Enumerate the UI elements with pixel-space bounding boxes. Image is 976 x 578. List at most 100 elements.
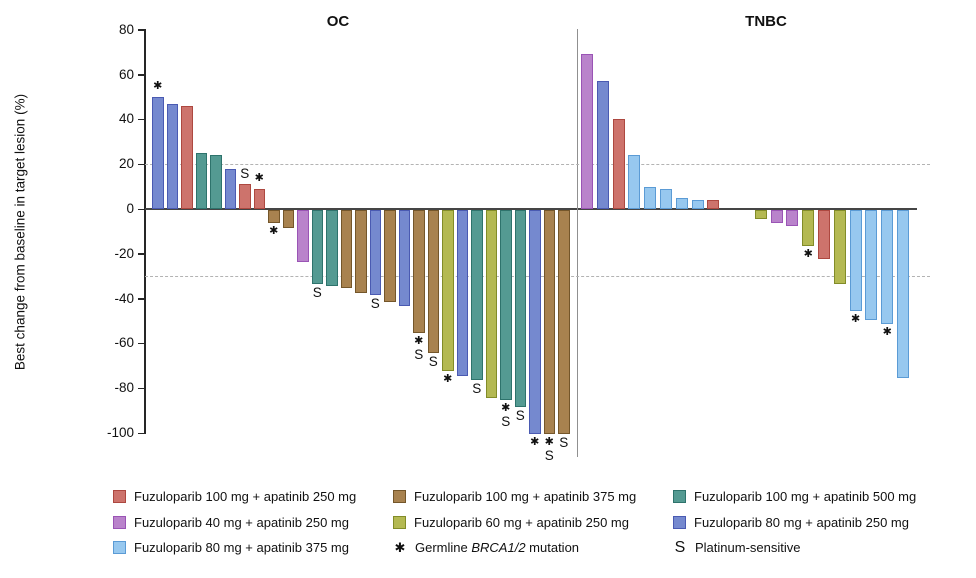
platinum-sensitive-mark: S [312, 284, 322, 300]
brca-mutation-mark: ✱ [544, 436, 554, 448]
bar-marks: ✱ [153, 80, 162, 93]
brca-mutation-mark: ✱ [153, 80, 163, 92]
brca-mutation-mark: ✱ [443, 373, 453, 386]
bar [398, 210, 410, 307]
legend-label: Platinum-sensitive [695, 540, 801, 556]
y-tick-label: -60 [114, 335, 134, 351]
bar-marks: ✱ [443, 373, 452, 386]
platinum-sensitive-mark: S [370, 296, 380, 312]
bar [529, 210, 541, 434]
platinum-sensitive-mark: S [428, 354, 438, 370]
bar [543, 210, 555, 434]
bar [282, 210, 294, 228]
bar-marks: S [429, 355, 438, 369]
bar [210, 155, 222, 209]
y-tick [138, 208, 145, 210]
reference-line-20 [145, 164, 930, 166]
bar [675, 197, 688, 209]
legend-swatch [113, 490, 126, 504]
brca-mutation-mark: ✱ [501, 402, 511, 415]
legend-label: Fuzuloparib 40 mg + apatinib 250 mg [134, 514, 349, 530]
bar [500, 210, 512, 401]
bar-marks: ✱ [530, 436, 539, 449]
legend-label: Fuzuloparib 80 mg + apatinib 250 mg [694, 514, 909, 530]
bar [514, 210, 526, 408]
bar-marks: ✱ S [501, 402, 510, 429]
legend-item: Fuzuloparib 60 mg + apatinib 250 mg [393, 510, 636, 536]
legend-swatch [673, 515, 686, 529]
bar [596, 81, 609, 209]
brca-mutation-mark: ✱ [530, 436, 540, 448]
brca-mutation-mark: ✱ [850, 312, 861, 325]
bar [707, 200, 720, 209]
bar [897, 210, 909, 378]
bar-marks: ✱ S [414, 335, 423, 362]
legend-swatch [393, 490, 406, 504]
legend-label: Fuzuloparib 100 mg + apatinib 500 mg [694, 489, 917, 505]
platinum-sensitive-mark: S [501, 414, 511, 430]
bar-marks: S [240, 167, 249, 181]
bar [612, 119, 625, 209]
bar [581, 54, 593, 209]
bar [881, 210, 894, 325]
legend-column: Fuzuloparib 100 mg + apatinib 250 mg Fuzu… [113, 484, 356, 561]
brca-mutation-mark: ✱ [254, 171, 264, 184]
platinum-sensitive-mark: S [240, 166, 250, 182]
legend-item: Fuzuloparib 40 mg + apatinib 250 mg [113, 510, 356, 536]
panel-title-tnbc: TNBC [745, 13, 787, 30]
bar [224, 168, 236, 209]
legend-label: Fuzuloparib 60 mg + apatinib 250 mg [414, 514, 629, 530]
legend-item: Fuzuloparib 100 mg + apatinib 500 mg [673, 484, 916, 510]
legend-item: S Platinum-sensitive [673, 535, 916, 561]
brca-mutation-mark: ✱ [882, 326, 892, 339]
bar [849, 210, 862, 311]
y-tick-label: 40 [118, 111, 134, 127]
bar [297, 210, 309, 262]
legend-label-text: mutation [525, 540, 580, 556]
legend-item: Fuzuloparib 80 mg + apatinib 375 mg [113, 535, 356, 561]
bar [485, 210, 497, 399]
panel-divider [577, 29, 578, 457]
bar [166, 103, 178, 209]
bar [326, 210, 338, 287]
legend-swatch [393, 515, 406, 529]
bar [691, 200, 704, 209]
bar [660, 188, 672, 209]
legend-swatch [113, 515, 126, 529]
platinum-sensitive-mark: S [559, 435, 569, 450]
legend-column: Fuzuloparib 100 mg + apatinib 375 mg Fuzu… [393, 484, 636, 561]
brca-mutation-mark: ✱ [803, 247, 813, 260]
legend: Fuzuloparib 100 mg + apatinib 250 mg Fuzu… [0, 484, 976, 568]
bar [355, 210, 367, 293]
y-tick [138, 342, 145, 345]
bar-marks: S [472, 382, 481, 396]
platinum-sensitive-mark: S [515, 408, 525, 424]
legend-swatch [113, 541, 126, 555]
zero-baseline [145, 208, 917, 210]
y-tick-label: -40 [114, 290, 134, 306]
bar [413, 210, 425, 334]
bar [152, 97, 164, 209]
bar [427, 210, 439, 354]
y-tick [138, 298, 145, 300]
bar [442, 210, 454, 372]
y-axis-spine [144, 29, 146, 434]
bar [786, 210, 799, 226]
bar [818, 210, 830, 260]
legend-label-text: Germline [415, 540, 472, 556]
legend-label: Germline BRCA1/2 mutation [415, 540, 579, 555]
platinum-sensitive-mark: S [544, 448, 554, 463]
bar [770, 210, 783, 224]
bar [471, 210, 483, 381]
legend-item: Fuzuloparib 100 mg + apatinib 375 mg [393, 484, 636, 510]
bar [754, 210, 767, 219]
bar [644, 186, 657, 209]
bar [865, 210, 878, 320]
y-tick [138, 163, 145, 166]
brca-mutation-symbol: ✱ [394, 539, 406, 555]
bar [628, 155, 641, 209]
legend-label: Fuzuloparib 80 mg + apatinib 375 mg [134, 540, 349, 556]
y-tick-label: -100 [106, 425, 134, 440]
platinum-sensitive-symbol: S [674, 538, 686, 556]
